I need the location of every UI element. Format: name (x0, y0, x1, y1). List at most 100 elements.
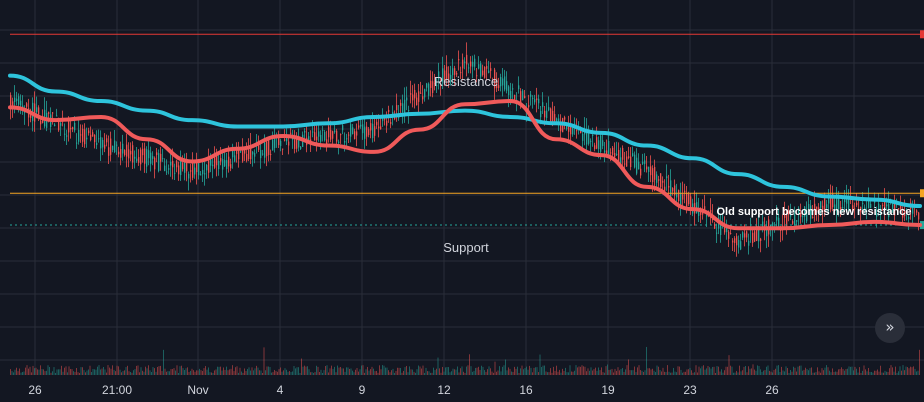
candle-body (572, 127, 574, 135)
volume-bar (209, 372, 211, 375)
volume-bar (398, 367, 400, 375)
volume-bar (112, 365, 113, 375)
volume-bar (229, 369, 230, 375)
candle-body (916, 210, 918, 213)
candle-body (400, 102, 402, 106)
volume-bar (536, 367, 538, 375)
volume-bar (713, 366, 715, 375)
volume-bar (461, 366, 463, 375)
candle-body (264, 142, 266, 158)
volume-bar (160, 365, 161, 375)
candle-body (118, 151, 120, 155)
volume-bar (419, 366, 421, 375)
candle-body (532, 97, 534, 99)
volume-bar (721, 369, 722, 375)
candle-body (88, 130, 90, 134)
volume-bar (227, 370, 229, 375)
candle-body (360, 124, 362, 127)
volume-bar (745, 366, 746, 375)
candle-body (832, 193, 834, 208)
volume-bar (230, 368, 232, 375)
volume-bar (104, 369, 106, 375)
candle-body (486, 66, 488, 69)
volume-bar (890, 365, 892, 375)
chevrons-right-icon: » (885, 318, 895, 336)
candle-body (476, 75, 478, 77)
volume-bar (364, 372, 365, 375)
volume-bar (92, 369, 94, 375)
volume-bar (125, 367, 127, 375)
volume-bar (911, 367, 913, 375)
volume-bar (661, 371, 662, 375)
volume-bar (496, 371, 497, 375)
volume-bar (116, 365, 118, 375)
candle-body (90, 134, 92, 141)
candle-body (810, 205, 812, 219)
volume-bar (704, 369, 706, 375)
volume-bar (884, 370, 886, 375)
candle-body (466, 54, 468, 65)
volume-bar (856, 368, 857, 375)
volume-bar (202, 370, 203, 375)
scroll-to-realtime-button[interactable]: » (875, 313, 905, 343)
volume-bar (385, 367, 386, 375)
resistance-annotation: Resistance (434, 74, 498, 89)
candle-body (728, 231, 730, 239)
candle-body (344, 141, 346, 143)
volume-bar (823, 370, 824, 375)
candle-body (348, 134, 350, 136)
volume-bar (167, 371, 169, 375)
volume-bar (902, 365, 904, 375)
volume-bar (644, 370, 646, 375)
volume-bar (580, 366, 581, 375)
candle-body (806, 209, 808, 222)
volume-bar (329, 368, 331, 375)
candle-body (590, 140, 592, 142)
volume-bar (727, 366, 728, 375)
volume-bar (581, 365, 583, 375)
volume-bar (472, 371, 473, 375)
volume-bar (203, 368, 205, 375)
volume-bar (851, 366, 853, 375)
volume-bar (490, 368, 491, 375)
volume-bar (25, 367, 26, 375)
candle-body (270, 153, 272, 155)
volume-bar (869, 371, 871, 375)
x-tick-label: 21:00 (102, 383, 132, 397)
volume-bar (376, 370, 377, 375)
candle-body (652, 168, 654, 183)
candle-body (802, 215, 804, 218)
candle-body (158, 153, 160, 171)
volume-bar (790, 370, 791, 375)
volume-bar (662, 367, 664, 375)
volume-bar (557, 371, 559, 375)
volume-bar (208, 367, 209, 375)
volume-bar (835, 371, 836, 375)
candle-body (102, 140, 104, 148)
candle-body (174, 172, 176, 174)
candle-body (820, 201, 822, 208)
candle-body (822, 205, 824, 212)
candle-body (470, 61, 472, 67)
volume-bar (47, 365, 49, 375)
volume-bar (191, 368, 193, 375)
candle-body (66, 135, 68, 137)
volume-bar (572, 371, 574, 375)
volume-bar (181, 365, 182, 375)
volume-bar (350, 368, 352, 375)
volume-bar (608, 369, 610, 375)
candle-body (248, 149, 250, 160)
candle-body (570, 124, 572, 135)
candle-body (358, 125, 360, 128)
volume-bar (724, 370, 725, 375)
candle-body (500, 76, 502, 87)
volume-bar (53, 367, 55, 375)
volume-bar (605, 366, 607, 375)
volume-bar (799, 365, 800, 375)
candle-body (834, 204, 836, 209)
candle-body (752, 232, 754, 243)
volume-bar (914, 368, 916, 375)
candle-body (870, 203, 872, 209)
